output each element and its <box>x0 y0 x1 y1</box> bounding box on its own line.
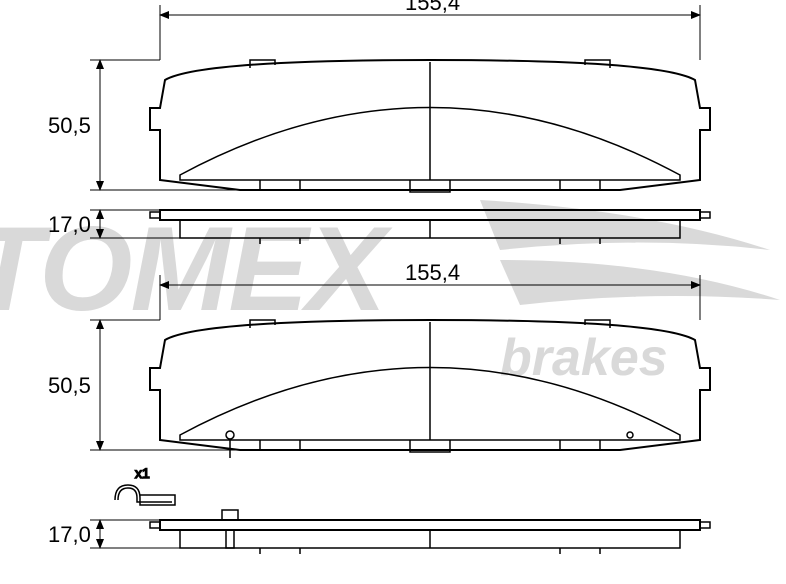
watermark-sub: brakes <box>500 329 668 387</box>
dim-bottom-height: 50,5 <box>48 320 240 450</box>
dim-top-width: 155,4 <box>160 0 700 60</box>
dim-top-height-label: 50,5 <box>48 113 91 138</box>
watermark: TOMEX brakes <box>0 200 780 387</box>
top-pad-front <box>150 60 710 192</box>
dim-top-thickness-label: 17,0 <box>48 212 91 237</box>
dim-bottom-height-label: 50,5 <box>48 373 91 398</box>
dim-bottom-thickness-label: 17,0 <box>48 522 91 547</box>
dim-top-height: 50,5 <box>48 60 240 190</box>
dim-top-width-label: 155,4 <box>405 0 460 15</box>
dim-bottom-width-label: 155,4 <box>405 260 460 285</box>
clip-label: x1 <box>135 465 150 481</box>
bottom-pad-edge <box>150 510 710 554</box>
clip: x1 <box>115 465 175 505</box>
